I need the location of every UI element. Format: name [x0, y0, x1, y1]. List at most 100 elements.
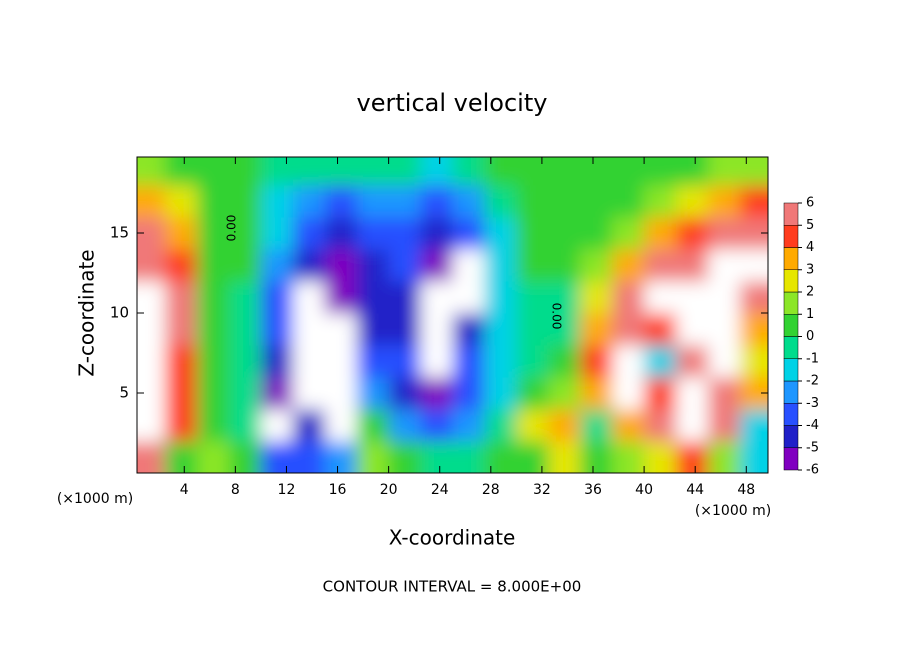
cell: [197, 281, 230, 314]
cell: [420, 157, 453, 186]
cell: [260, 217, 294, 250]
cell: [356, 281, 390, 314]
cell: [356, 409, 390, 442]
cell: [548, 345, 581, 378]
colorbar-segment: [783, 314, 799, 337]
colorbar-segment: [783, 202, 799, 226]
cell: [612, 249, 645, 282]
cell: [228, 377, 262, 410]
cell: [739, 409, 768, 442]
cell: [676, 409, 709, 442]
cell: [516, 217, 549, 250]
cell: [676, 185, 709, 218]
cell: [548, 249, 581, 282]
cell: [292, 409, 326, 442]
cell: [388, 377, 422, 410]
cell: [420, 249, 453, 282]
colorbar-tick-label: -2: [806, 374, 819, 389]
colorbar-segment: [783, 291, 799, 315]
cell: [707, 345, 741, 378]
cell: [324, 377, 358, 410]
cell: [739, 249, 768, 282]
cell: [707, 249, 741, 282]
cell: [260, 281, 294, 314]
cell: [707, 441, 741, 473]
cell: [165, 409, 198, 442]
cell: [356, 441, 390, 473]
cell: [420, 281, 453, 314]
cell: [137, 185, 166, 218]
cell: [516, 281, 549, 314]
x-tick-label: 48: [737, 482, 755, 498]
cell: [165, 313, 198, 346]
cell: [548, 441, 581, 473]
field: [137, 157, 768, 473]
cell: [676, 281, 709, 314]
cell: [197, 345, 230, 378]
cell: [516, 377, 549, 410]
cell: [739, 345, 768, 378]
cell: [548, 185, 581, 218]
cell: [292, 345, 326, 378]
cell: [228, 157, 262, 186]
cell: [676, 345, 709, 378]
cell: [739, 185, 768, 218]
x-tick-label: 40: [635, 482, 653, 498]
cell: [388, 185, 422, 218]
cell: [707, 409, 741, 442]
cell: [324, 249, 358, 282]
cell: [420, 409, 453, 442]
cell: [197, 249, 230, 282]
cell: [324, 157, 358, 186]
cell: [260, 249, 294, 282]
cell: [644, 409, 677, 442]
cell: [516, 409, 549, 442]
colorbar-tick-label: 4: [806, 240, 814, 255]
cell: [484, 185, 517, 218]
x-axis-label: X-coordinate: [389, 526, 516, 550]
x-tick-label: 44: [686, 482, 704, 498]
cell: [644, 441, 677, 473]
cell: [580, 313, 613, 346]
cell: [356, 185, 390, 218]
cell: [516, 313, 549, 346]
cell: [292, 377, 326, 410]
cell: [676, 249, 709, 282]
cell: [676, 377, 709, 410]
cell: [580, 217, 613, 250]
unit-label: (×1000 m): [695, 503, 771, 519]
cell: [292, 281, 326, 314]
y-tick-label: 15: [110, 224, 129, 242]
colorbar-tick-label: -1: [806, 351, 819, 366]
cell: [137, 313, 166, 346]
colorbar-segment: [783, 403, 799, 426]
cell: [707, 185, 741, 218]
cell: [420, 185, 453, 218]
cell: [612, 313, 645, 346]
cell: [197, 157, 230, 186]
cell: [197, 313, 230, 346]
cell: [356, 157, 390, 186]
colorbar-segment: [783, 336, 799, 359]
cell: [484, 409, 517, 442]
cell: [388, 345, 422, 378]
cell: [484, 249, 517, 282]
cell: [292, 157, 326, 186]
cell: [484, 217, 517, 250]
cell: [165, 377, 198, 410]
x-tick-label: 32: [533, 482, 551, 498]
cell: [548, 281, 581, 314]
cell: [548, 409, 581, 442]
cell: [452, 157, 485, 186]
cell: [228, 249, 262, 282]
plot-frame: [136, 156, 769, 474]
cell: [612, 409, 645, 442]
cell: [228, 217, 262, 250]
cell: [292, 441, 326, 473]
colorbar-tick-label: 2: [806, 285, 814, 300]
cell: [388, 217, 422, 250]
colorbar-tick-label: 1: [806, 307, 814, 322]
cell: [228, 409, 262, 442]
cell: [388, 281, 422, 314]
cell: [644, 281, 677, 314]
